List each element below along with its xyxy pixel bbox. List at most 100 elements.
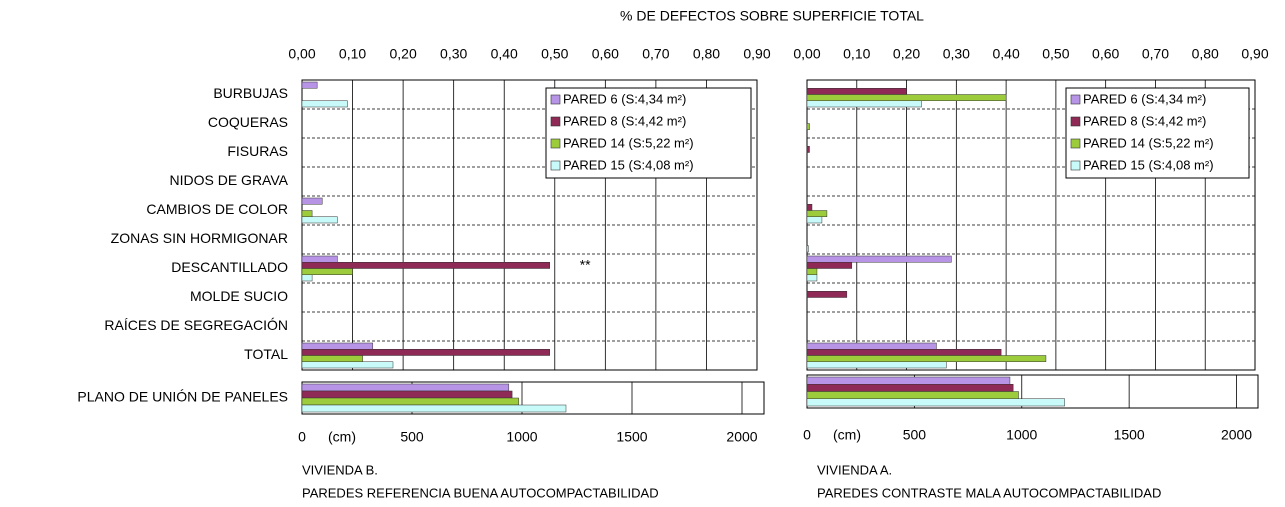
x-tick-label: 0 (298, 429, 306, 445)
bar (301, 355, 363, 362)
bar (301, 210, 313, 217)
x-axis-label: (cm) (328, 429, 356, 445)
bar (301, 81, 318, 89)
bar (806, 355, 1047, 362)
y-tick-label: RAÍCES DE SEGREGACIÓN (104, 317, 288, 333)
x-tick-label: 0,10 (843, 46, 870, 62)
bar (301, 268, 353, 275)
legend-label: PARED 15 (S:4,08 m²) (1083, 157, 1214, 172)
legend-swatch (1070, 94, 1081, 105)
legend-swatch (1070, 116, 1081, 127)
bar (301, 404, 567, 413)
y-tick-label: MOLDE SUCIO (190, 288, 288, 304)
x-tick-label: 0,20 (389, 46, 416, 62)
bar (806, 349, 1002, 356)
legend-box (545, 87, 752, 179)
legend-swatch (550, 116, 561, 127)
bar (806, 255, 952, 263)
legend-swatch (1070, 160, 1081, 171)
x-tick-label: 0,90 (743, 46, 770, 62)
x-tick-label: 0 (803, 427, 811, 443)
y-tick-label: DESCANTILLADO (171, 259, 288, 275)
y-tick-label: TOTAL (244, 346, 288, 362)
x-tick-label: 0,90 (1241, 46, 1268, 62)
bar (806, 262, 853, 269)
chart-title: % DE DEFECTOS SOBRE SUPERFICIE TOTAL (620, 8, 924, 24)
x-tick-label: 0,40 (491, 46, 518, 62)
bar (806, 216, 823, 224)
x-axis-label: (cm) (833, 427, 861, 443)
bar (806, 204, 813, 211)
annotation: ** (580, 256, 591, 272)
legend-label: PARED 14 (S:5,22 m²) (563, 135, 694, 150)
x-tick-label: 0,60 (592, 46, 619, 62)
bar (301, 100, 348, 108)
bar (806, 94, 1007, 101)
legend-label: PARED 6 (S:4,34 m²) (563, 91, 686, 106)
x-tick-label: 0,50 (541, 46, 568, 62)
bar (301, 383, 510, 392)
bar (806, 88, 907, 95)
x-tick-label: 0,20 (893, 46, 920, 62)
x-tick-label: 0,30 (943, 46, 970, 62)
legend-box (1065, 87, 1250, 179)
caption: VIVIENDA B. (302, 462, 378, 477)
x-tick-label: 0,00 (793, 46, 820, 62)
y-tick-label: BURBUJAS (213, 85, 288, 101)
x-tick-label: 0,80 (1192, 46, 1219, 62)
legend-label: PARED 8 (S:4,42 m²) (563, 113, 686, 128)
bar (806, 376, 1011, 385)
x-tick-label: 0,50 (1042, 46, 1069, 62)
x-tick-label: 1500 (616, 429, 647, 445)
bar (806, 146, 810, 153)
legend-swatch (550, 138, 561, 149)
caption: VIVIENDA A. (817, 462, 892, 477)
bar (806, 291, 848, 298)
x-tick-label: 2000 (726, 429, 757, 445)
x-tick-label: 2000 (1221, 427, 1252, 443)
bar (301, 216, 338, 224)
caption: PAREDES REFERENCIA BUENA AUTOCOMPACTABIL… (302, 485, 659, 500)
x-tick-label: 0,70 (642, 46, 669, 62)
y-tick-label: COQUERAS (208, 114, 288, 130)
x-tick-label: 500 (903, 427, 927, 443)
bar (806, 210, 828, 217)
legend-swatch (1070, 138, 1081, 149)
x-tick-label: 0,60 (1092, 46, 1119, 62)
legend-swatch (550, 94, 561, 105)
bar (806, 274, 818, 282)
y-tick-label: FISURAS (227, 143, 288, 159)
legend-swatch (550, 160, 561, 171)
y-tick-label: CAMBIOS DE COLOR (146, 201, 288, 217)
legend-label: PARED 15 (S:4,08 m²) (563, 157, 694, 172)
x-tick-label: 0,80 (693, 46, 720, 62)
y-tick-label: PLANO DE UNIÓN DE PANELES (77, 389, 288, 405)
x-tick-label: 0,70 (1142, 46, 1169, 62)
bar (806, 361, 947, 369)
bar (806, 245, 809, 253)
x-tick-label: 1000 (506, 429, 537, 445)
bar (301, 274, 313, 282)
x-tick-label: 0,00 (288, 46, 315, 62)
bar (301, 349, 550, 356)
bar (301, 397, 519, 406)
bar (301, 390, 513, 399)
x-tick-label: 1500 (1114, 427, 1145, 443)
x-tick-label: 1000 (1006, 427, 1037, 443)
bar (806, 100, 922, 108)
bar (806, 384, 1014, 392)
bar (301, 262, 550, 269)
bar (301, 361, 394, 369)
legend-label: PARED 8 (S:4,42 m²) (1083, 113, 1206, 128)
legend-label: PARED 6 (S:4,34 m²) (1083, 91, 1206, 106)
x-tick-label: 0,10 (339, 46, 366, 62)
bar (301, 197, 323, 205)
bar (806, 123, 810, 130)
caption: PAREDES CONTRASTE MALA AUTOCOMPACTABILID… (817, 485, 1161, 500)
x-tick-label: 500 (400, 429, 424, 445)
bar (806, 391, 1019, 399)
bar (806, 398, 1065, 407)
y-tick-label: NIDOS DE GRAVA (169, 172, 288, 188)
bar (806, 268, 818, 275)
